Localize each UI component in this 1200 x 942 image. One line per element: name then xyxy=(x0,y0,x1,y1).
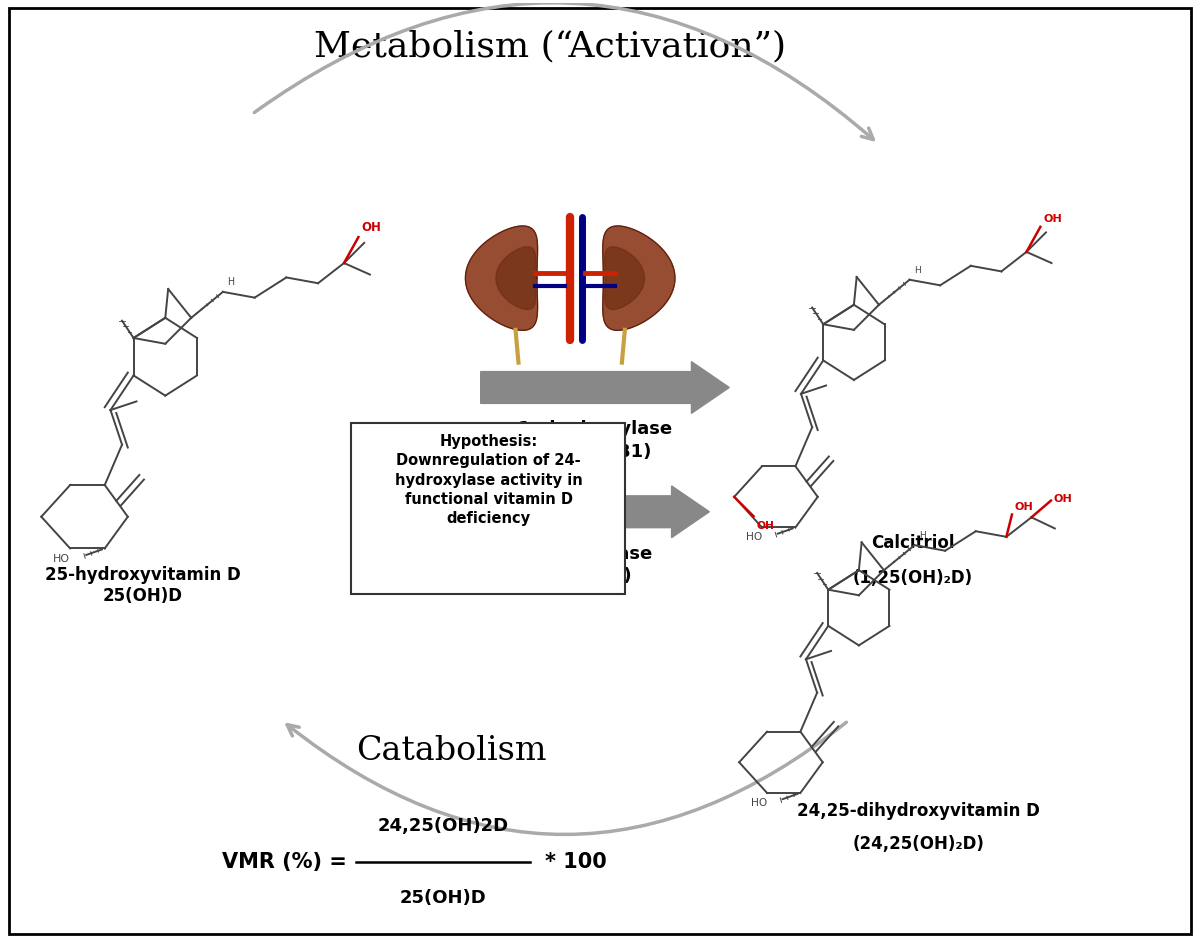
FancyArrowPatch shape xyxy=(254,3,874,139)
Text: OH: OH xyxy=(1054,494,1073,504)
Text: 24,25(OH)2D: 24,25(OH)2D xyxy=(378,817,509,835)
Text: 25(OH)D: 25(OH)D xyxy=(400,888,487,906)
FancyBboxPatch shape xyxy=(352,423,625,594)
Text: 24,25-dihydroxyvitamin D: 24,25-dihydroxyvitamin D xyxy=(797,802,1039,820)
Polygon shape xyxy=(605,247,644,310)
Polygon shape xyxy=(602,226,674,331)
Text: Metabolism (“Activation”): Metabolism (“Activation”) xyxy=(314,29,786,64)
Text: * 100: * 100 xyxy=(545,852,607,871)
Text: (1,25(OH)₂D): (1,25(OH)₂D) xyxy=(853,569,973,588)
Text: H: H xyxy=(228,277,234,287)
FancyArrow shape xyxy=(481,362,730,414)
Text: Hypothesis:
Downregulation of 24-
hydroxylase activity in
functional vitamin D
d: Hypothesis: Downregulation of 24- hydrox… xyxy=(395,434,582,526)
Text: VMR (%) =: VMR (%) = xyxy=(222,852,354,871)
Text: HO: HO xyxy=(751,798,767,808)
FancyArrowPatch shape xyxy=(287,723,846,835)
Text: H: H xyxy=(914,266,920,275)
FancyBboxPatch shape xyxy=(8,8,1192,934)
Text: 1α-hydroxylase
(CYP 27B1): 1α-hydroxylase (CYP 27B1) xyxy=(517,420,672,461)
Text: 24-hydroxylase
(CYP 24A1): 24-hydroxylase (CYP 24A1) xyxy=(498,544,653,585)
Text: HO: HO xyxy=(745,532,762,543)
Text: Catabolism: Catabolism xyxy=(355,736,546,768)
Text: Calcitriol: Calcitriol xyxy=(871,533,955,552)
Text: OH: OH xyxy=(756,521,774,530)
Text: OH: OH xyxy=(361,221,382,235)
Text: H: H xyxy=(919,531,925,541)
Text: HO: HO xyxy=(53,554,70,564)
FancyArrow shape xyxy=(481,486,709,538)
Text: (24,25(OH)₂D): (24,25(OH)₂D) xyxy=(852,835,984,853)
Text: OH: OH xyxy=(1043,214,1062,224)
Text: 25-hydroxyvitamin D
25(OH)D: 25-hydroxyvitamin D 25(OH)D xyxy=(44,566,240,605)
Text: OH: OH xyxy=(1015,502,1033,512)
Polygon shape xyxy=(496,247,535,310)
Polygon shape xyxy=(466,226,538,331)
